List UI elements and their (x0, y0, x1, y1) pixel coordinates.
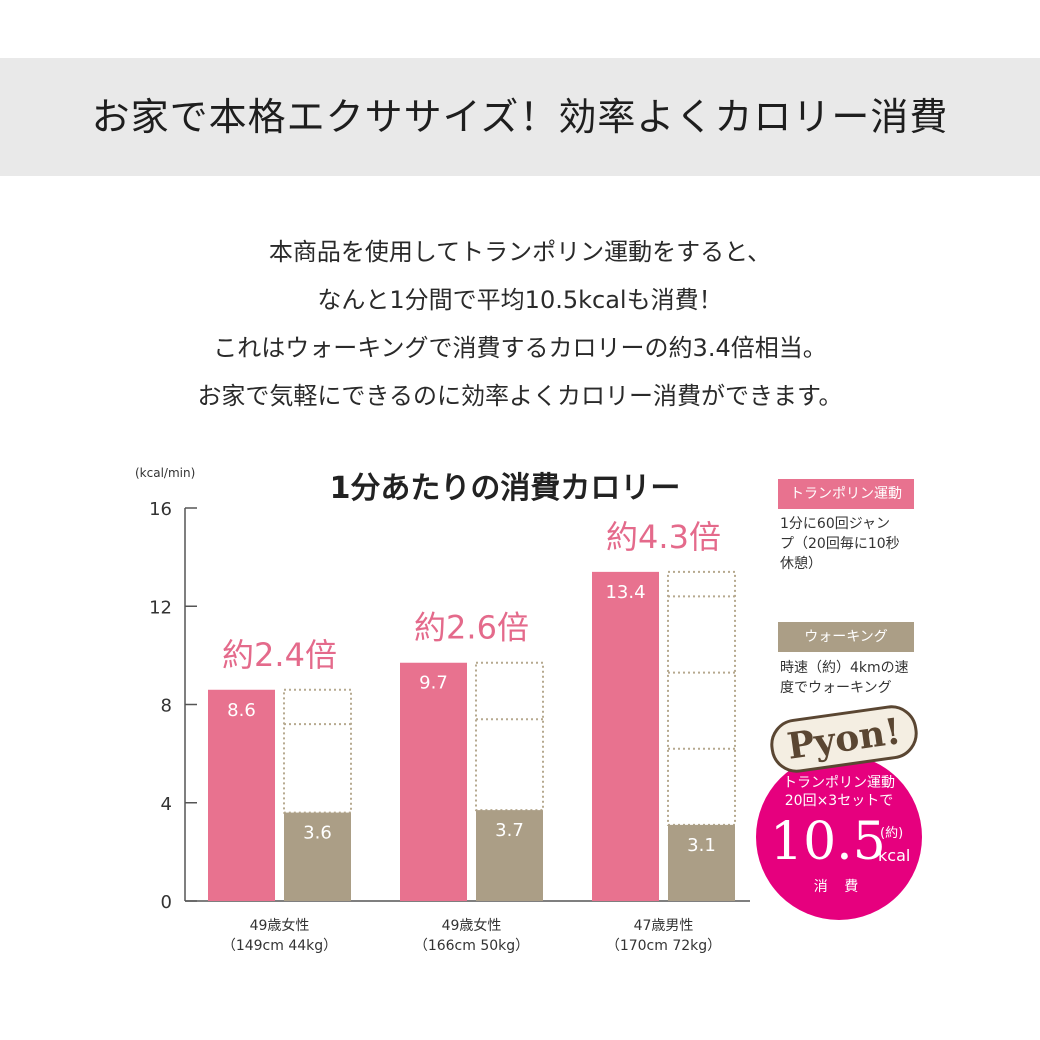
y-tick-label: 8 (161, 696, 172, 717)
trampoline-comparison-outline (667, 570, 736, 826)
badge-unit: kcal (878, 846, 911, 865)
trampoline-bar-label: 8.6 (227, 700, 256, 721)
ratio-label: 約2.6倍 (414, 609, 529, 647)
badge-value: 10.5 (770, 812, 886, 872)
legend-trampoline-desc-line: 1分に60回ジャン (780, 516, 891, 532)
walking-bar-label: 3.1 (687, 835, 716, 856)
walking-bar (476, 810, 543, 901)
legend-trampoline-desc: 1分に60回ジャン プ（20回毎に10秒 休憩） (780, 514, 900, 574)
intro-line-4: お家で気軽にできるのに効率よくカロリー消費ができます。 (197, 382, 843, 410)
badge-line-2: 20回×3セットで (784, 793, 894, 809)
walking-bar (668, 824, 735, 901)
pyon-logo: Pyon! (766, 701, 922, 777)
trampoline-bar (592, 571, 659, 901)
badge-approx: (約) (880, 826, 904, 841)
legend-trampoline-desc-line: 休憩） (780, 556, 822, 572)
walking-bar (284, 812, 351, 901)
badge-footer: 消 費 (813, 879, 865, 895)
category-label: 49歳女性 (250, 917, 310, 934)
intro-line-2: なんと1分間で平均10.5kcalも消費！ (317, 286, 723, 314)
calorie-bar-chart: (kcal/min) 1分あたりの消費カロリー 0 4 8 12 16 8.6 3.6 約2… (135, 466, 750, 954)
badge-line-1: トランポリン運動 (783, 775, 895, 791)
legend-walking-tag: ウォーキング (778, 622, 914, 652)
intro-text: 本商品を使用してトランポリン運動をすると、 なんと1分間で平均10.5kcalも… (0, 228, 1040, 420)
ratio-label: 約2.4倍 (222, 636, 337, 674)
calorie-badge: トランポリン運動 20回×3セットで 10.5 (約) kcal 消 費 (756, 754, 922, 920)
legend-walking-desc: 時速（約）4kmの速 度でウォーキング (780, 658, 909, 698)
y-tick-label: 16 (149, 499, 172, 520)
trampoline-bar (400, 662, 467, 901)
intro-line-3: これはウォーキングで消費するカロリーの約3.4倍相当。 (213, 334, 827, 362)
category-sublabel: （166cm 50kg） (414, 938, 529, 954)
legend-trampoline-tag: トランポリン運動 (778, 479, 914, 509)
y-tick-label: 4 (161, 794, 172, 815)
y-tick-label: 12 (149, 597, 172, 618)
legend-walking-desc-line: 度でウォーキング (780, 680, 892, 696)
trampoline-comparison-outline (475, 661, 544, 812)
trampoline-bar (208, 689, 275, 901)
y-axis-unit-label: (kcal/min) (135, 466, 195, 480)
category-label: 47歳男性 (634, 918, 694, 934)
y-tick-label: 0 (161, 892, 172, 913)
legend-trampoline-desc-line: プ（20回毎に10秒 (780, 536, 900, 552)
legend-walking-desc-line: 時速（約）4kmの速 (780, 660, 909, 676)
category-sublabel: （170cm 72kg） (606, 938, 721, 954)
trampoline-bar-label: 9.7 (419, 673, 448, 694)
chart-title: 1分あたりの消費カロリー (330, 471, 681, 506)
ratio-label: 約4.3倍 (606, 518, 721, 556)
category-sublabel: （149cm 44kg） (222, 938, 337, 954)
trampoline-comparison-outline (283, 688, 352, 814)
page-title: お家で本格エクササイズ！効率よくカロリー消費 (91, 95, 949, 139)
header-banner (0, 58, 1040, 176)
walking-bar-label: 3.7 (495, 820, 524, 841)
trampoline-bar-label: 13.4 (605, 582, 645, 603)
intro-line-1: 本商品を使用してトランポリン運動をすると、 (268, 238, 772, 266)
walking-bar-label: 3.6 (303, 823, 332, 844)
category-label: 49歳女性 (442, 917, 502, 934)
